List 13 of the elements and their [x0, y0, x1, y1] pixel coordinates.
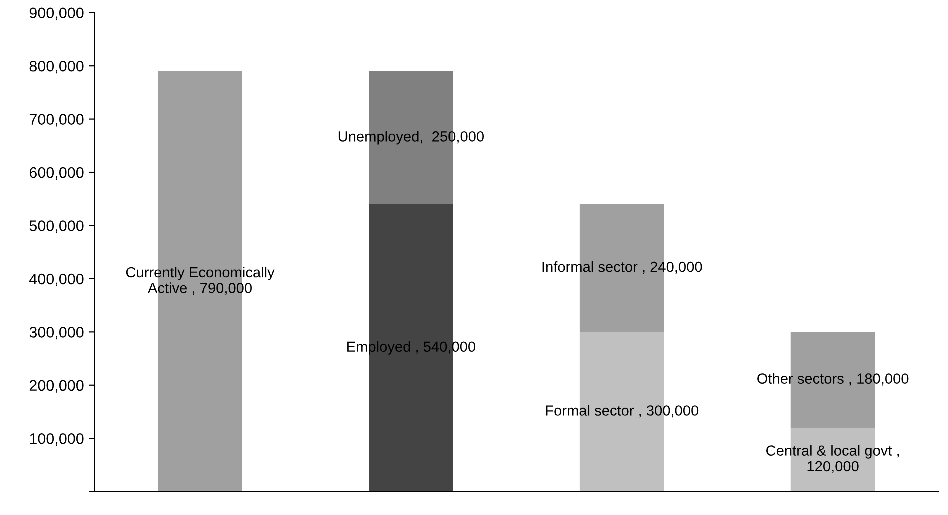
data-label: Central & local govt , 120,000 [766, 445, 900, 474]
y-tick-label: 300,000 [30, 327, 84, 340]
y-tick-label: 200,000 [30, 380, 84, 393]
data-label: Formal sector , 300,000 [546, 405, 699, 418]
y-tick-label: 800,000 [30, 60, 84, 74]
y-tick-label: 900,000 [30, 8, 84, 20]
data-label: Informal sector , 240,000 [542, 262, 702, 274]
y-tick-label: 400,000 [30, 274, 84, 286]
y-tick-label: 600,000 [30, 167, 84, 180]
data-label: Other sectors , 180,000 [758, 373, 909, 386]
y-tick-label: 100,000 [30, 433, 84, 446]
y-tick-label: 700,000 [30, 114, 84, 127]
y-tick-label: 500,000 [30, 220, 84, 234]
